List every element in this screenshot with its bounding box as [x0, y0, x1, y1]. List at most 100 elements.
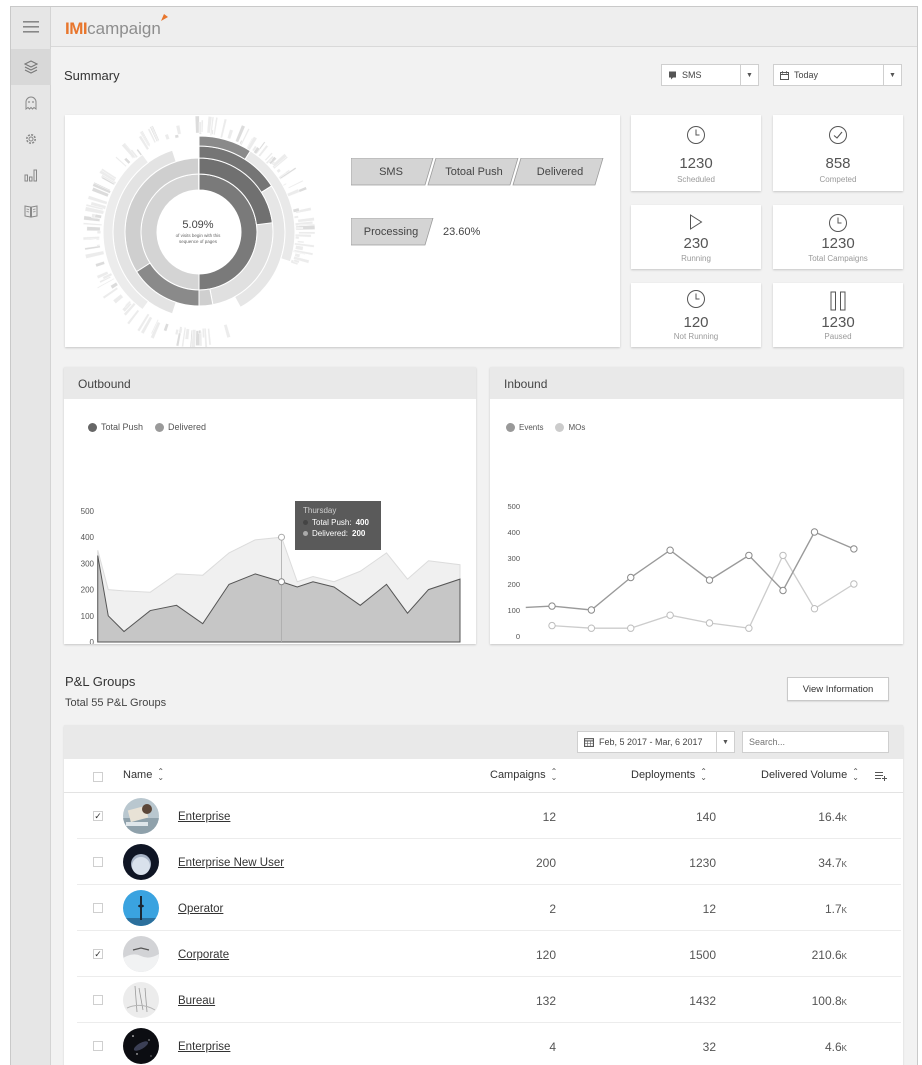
row-checkbox[interactable]: ✓: [93, 811, 103, 821]
sort-icon: ⌃ ⌄: [700, 767, 707, 782]
sunburst-segment: [287, 179, 304, 189]
sunburst-segment: [150, 319, 159, 335]
table-row[interactable]: Enterprise New User 200 1230 34.7K: [77, 839, 901, 885]
row-deployments: 1500: [689, 948, 716, 962]
table-row[interactable]: Operator 2 12 1.7K: [77, 885, 901, 931]
row-campaigns: 200: [535, 856, 556, 870]
column-header-delivered-volume[interactable]: Delivered Volume ⌃ ⌄: [761, 767, 859, 782]
sunburst-center: [157, 190, 241, 274]
sunburst-segment: [293, 249, 314, 256]
stat-running[interactable]: 230 Running: [631, 205, 761, 269]
stat-scheduled[interactable]: 1230 Scheduled: [631, 115, 761, 191]
sunburst-segment: [191, 329, 197, 347]
table-row[interactable]: ✓ Enterprise 12 140 16.4K: [77, 793, 901, 839]
stat-paused[interactable]: 1230 Paused: [773, 283, 903, 347]
column-settings-icon[interactable]: [875, 771, 887, 781]
row-name-link[interactable]: Corporate: [178, 949, 230, 961]
sunburst-segment: [244, 150, 296, 263]
row-checkbox[interactable]: [93, 995, 103, 1005]
processing-label: Processing: [363, 226, 419, 238]
legend-item-delivered[interactable]: Delivered: [155, 422, 206, 432]
sunburst-segment: [178, 327, 183, 334]
breadcrumb-sms[interactable]: SMS: [379, 166, 403, 178]
mos-point: [779, 551, 787, 560]
view-information-button[interactable]: View Information: [787, 677, 889, 701]
sunburst-segment: [86, 226, 101, 232]
outbound-legend: Total Push Delivered: [88, 422, 206, 432]
ghost-icon[interactable]: [11, 85, 51, 121]
chevron-down-icon[interactable]: ▼: [883, 65, 901, 85]
events-point: [745, 551, 753, 560]
mos-point: [745, 624, 753, 632]
bar-chart-icon[interactable]: [11, 157, 51, 193]
row-name-link[interactable]: Operator: [178, 903, 224, 915]
row-checkbox[interactable]: ✓: [93, 949, 103, 959]
row-deployments: 1432: [689, 994, 716, 1008]
inbound-chart[interactable]: 0 100 200 300 400 500 Mon Tue Wed Thu Fri Sat Sun: [490, 367, 903, 644]
chevron-down-icon[interactable]: ▼: [740, 65, 758, 85]
layers-icon[interactable]: [11, 49, 51, 85]
row-checkbox[interactable]: [93, 1041, 103, 1051]
table-row[interactable]: Enterprise 4 32 4.6K: [77, 1023, 901, 1065]
gear-icon[interactable]: [11, 121, 51, 157]
x-tick-label: Mon: [116, 643, 132, 644]
select-all-checkbox[interactable]: [93, 772, 103, 782]
calendar-icon: [780, 70, 789, 80]
row-name-link[interactable]: Bureau: [178, 995, 216, 1007]
channel-select[interactable]: SMS ▼: [661, 64, 759, 86]
book-icon[interactable]: [11, 193, 51, 229]
stat-total-campaigns[interactable]: 1230 Total Campaigns: [773, 205, 903, 269]
breadcrumb-delivered[interactable]: Delivered: [536, 166, 584, 178]
sunburst-chart[interactable]: [65, 115, 345, 347]
sunburst-segment: [297, 217, 315, 223]
legend-item-total-push[interactable]: Total Push: [88, 422, 143, 432]
column-header-campaigns[interactable]: Campaigns ⌃ ⌄: [490, 767, 558, 782]
sunburst-segment: [94, 213, 102, 219]
table-row[interactable]: Bureau 132 1432 100.8K: [77, 977, 901, 1023]
mos-point: [666, 611, 674, 619]
menu-icon[interactable]: [11, 9, 51, 45]
row-name-link[interactable]: Enterprise: [178, 811, 231, 823]
breadcrumb: [351, 158, 604, 186]
sunburst-caption: of visits begin with this sequence of pag…: [175, 233, 221, 244]
column-header-name[interactable]: Name ⌃ ⌄: [123, 767, 165, 782]
sort-icon: ⌃ ⌄: [550, 767, 558, 782]
sunburst-segment: [136, 148, 143, 156]
row-checkbox[interactable]: [93, 857, 103, 867]
sunburst-segment: [240, 128, 250, 146]
sunburst-segment: [96, 271, 109, 280]
row-checkbox[interactable]: [93, 903, 103, 913]
app-logo[interactable]: IMIcampaign: [65, 14, 168, 39]
pl-table: Feb, 5 2017 - Mar, 6 2017 ▼ Name⌃⌄ Campa…: [64, 725, 903, 1065]
mos-point: [548, 621, 556, 630]
row-name-link[interactable]: Enterprise New User: [178, 857, 285, 869]
series-line-mos: [551, 554, 855, 629]
processing-value: 23.60%: [443, 226, 481, 238]
stat-not-running[interactable]: 120 Not Running: [631, 283, 761, 347]
stat-completed[interactable]: 858 Competed: [773, 115, 903, 191]
sunburst-segment: [102, 153, 150, 311]
sunburst-segment: [223, 323, 231, 339]
legend-item-mos[interactable]: MOs: [555, 423, 585, 432]
row-delivered-volume: 34.7K: [818, 856, 847, 870]
x-tick-label: Fri: [758, 643, 767, 644]
sunburst-segment: [140, 316, 153, 335]
events-point: [548, 602, 556, 610]
y-tick-label: 100: [81, 612, 95, 621]
mos-point: [850, 580, 858, 588]
table-row[interactable]: ✓ Corporate 120 1500 210.6K: [77, 931, 901, 977]
date-select[interactable]: Today ▼: [773, 64, 902, 86]
mos-point: [810, 605, 819, 613]
row-name-link[interactable]: Enterprise: [178, 1041, 231, 1053]
pl-title: P&L Groups: [65, 674, 136, 689]
breadcrumb-total-push[interactable]: Totoal Push: [445, 166, 503, 178]
sunburst-segment: [110, 281, 119, 290]
top-bar: IMIcampaign: [51, 7, 917, 47]
outbound-chart[interactable]: 0 100 200 300 400 500 Mon Tue Wed Thu Fri Sat Sun: [64, 367, 476, 644]
column-header-deployments[interactable]: Deployments ⌃ ⌄: [631, 767, 707, 782]
legend-item-events[interactable]: Events: [506, 423, 543, 432]
chevron-down-icon[interactable]: ▼: [716, 732, 734, 752]
sunburst-segment: [102, 286, 119, 300]
date-range-select[interactable]: Feb, 5 2017 - Mar, 6 2017 ▼: [577, 731, 735, 753]
search-input[interactable]: [742, 731, 889, 753]
